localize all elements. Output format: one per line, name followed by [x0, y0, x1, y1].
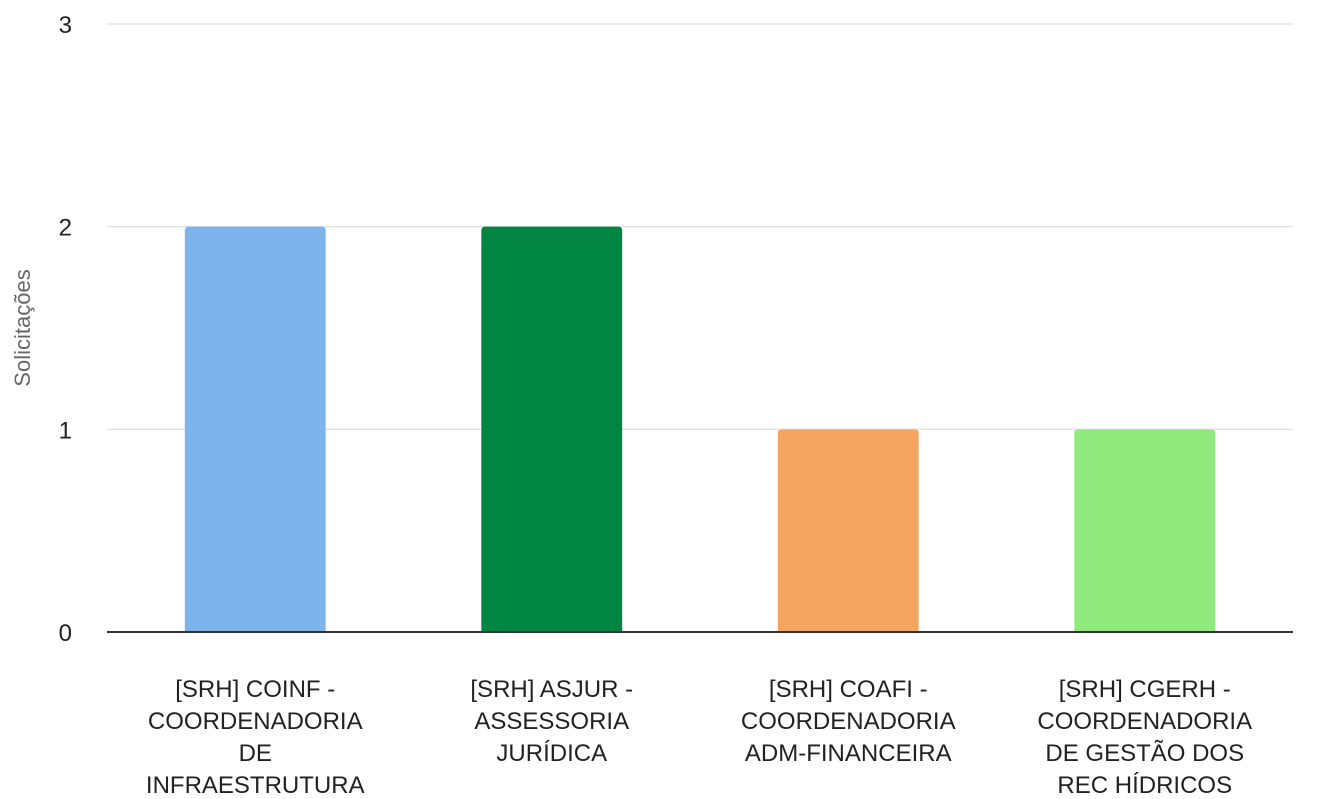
bar[interactable] [1074, 429, 1216, 632]
bar[interactable] [777, 429, 919, 632]
x-category-label-line: COORDENADORIA [148, 708, 363, 735]
x-category-label-line: ASSESSORIA [474, 708, 629, 735]
x-category-label-line: DE GESTÃO DOS [1045, 740, 1244, 767]
x-category-label: [SRH] CGERH - COORDENADORIA DE GESTÃO DOS R… [1037, 676, 1252, 799]
x-category-label-line: COORDENADORIA [1037, 708, 1252, 735]
x-category-label-line: ADM-FINANCEIRA [745, 740, 952, 767]
y-tick-label: 2 [59, 215, 72, 242]
x-category-label: [SRH] ASJUR - ASSESSORIA JURÍDICA [470, 676, 633, 767]
bar[interactable] [184, 226, 326, 632]
axes: 0 1 2 3 [59, 12, 1293, 647]
x-category-label-line: COORDENADORIA [741, 708, 956, 735]
bars [184, 226, 1216, 632]
x-category-label-line: INFRAESTRUTURA [146, 772, 365, 799]
y-axis-title: Solicitações [10, 269, 35, 386]
y-tick-label: 0 [59, 620, 72, 647]
x-category-label: [SRH] COAFI - COORDENADORIA ADM-FINANCEIRA [741, 676, 956, 767]
x-category-label: [SRH] COINF - COORDENADORIA DE INFRAESTRUTU… [146, 676, 365, 799]
x-category-label-line: REC HÍDRICOS [1057, 772, 1232, 799]
y-tick-label: 3 [59, 12, 72, 39]
category-labels: [SRH] COINF - COORDENADORIA DE INFRAESTRUTU… [146, 676, 1252, 799]
x-category-label-line: DE [239, 740, 272, 767]
x-category-label-line: [SRH] CGERH - [1059, 676, 1231, 703]
x-category-label-line: [SRH] COINF - [175, 676, 335, 703]
x-category-label-line: JURÍDICA [496, 740, 607, 767]
x-category-label-line: [SRH] ASJUR - [470, 676, 633, 703]
y-tick-label: 1 [59, 417, 72, 444]
x-category-label-line: [SRH] COAFI - [769, 676, 928, 703]
bar[interactable] [481, 226, 623, 632]
